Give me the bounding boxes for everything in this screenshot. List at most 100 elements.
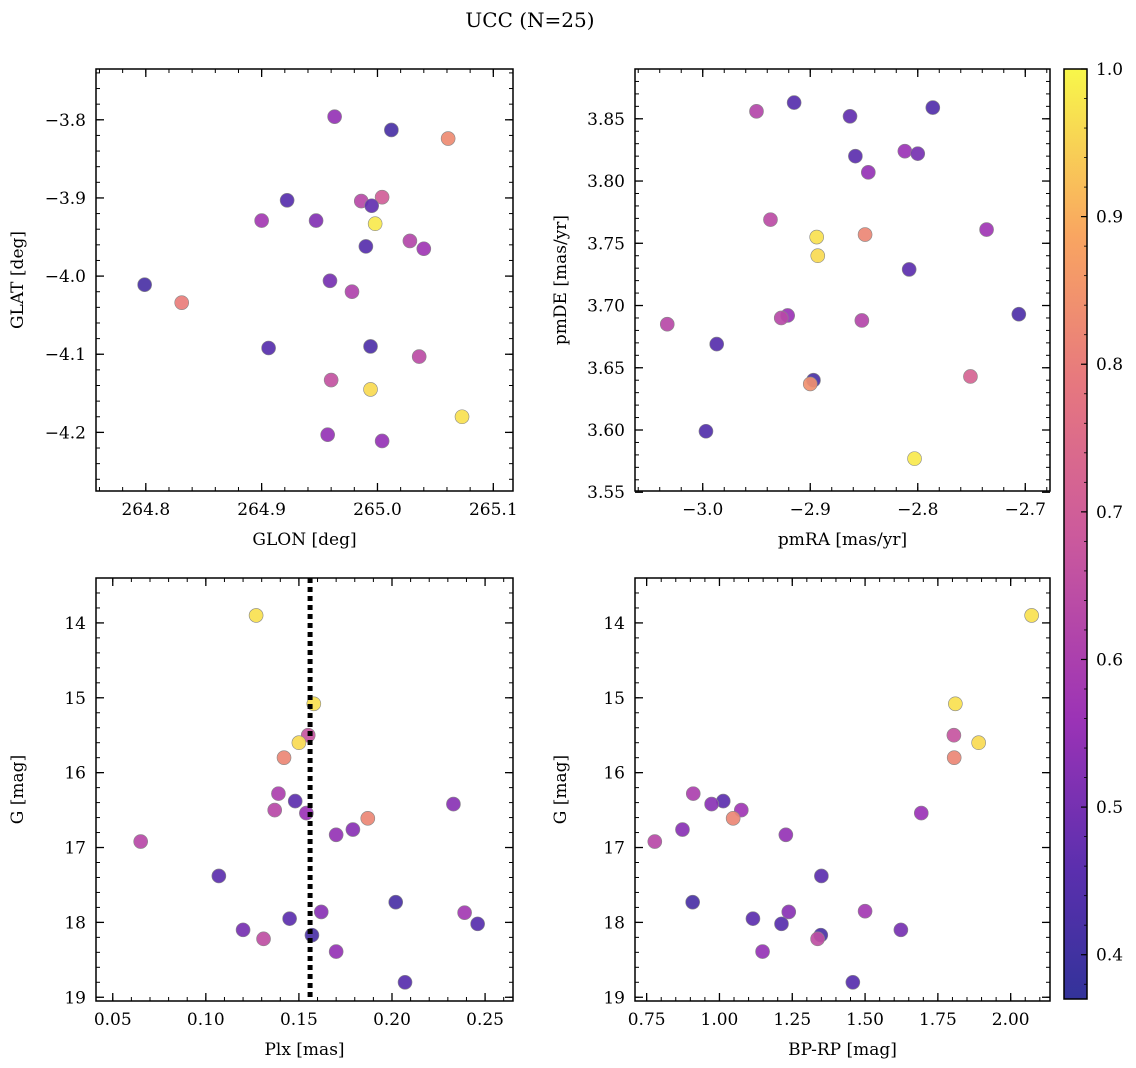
- plot-frame: [634, 577, 1051, 1002]
- x-tick-label: 2.00: [992, 1010, 1030, 1030]
- data-point: [328, 944, 344, 959]
- y-axis-label: G [mag]: [8, 755, 28, 824]
- data-point: [1011, 306, 1027, 322]
- scatter-panel-4: 0.75 1.00 1.25 1.50 1.75 2.00 14 15 16 17 18 19 BP-R…: [551, 577, 1051, 1060]
- data-point: [913, 805, 929, 821]
- data-point: [363, 339, 378, 354]
- data-point: [725, 811, 741, 826]
- x-tick-label: −2.7: [1005, 500, 1046, 520]
- y-tick-label: 17: [603, 839, 625, 859]
- data-point: [848, 148, 863, 164]
- data-point: [416, 241, 432, 257]
- x-tick-label: 0.75: [628, 1010, 666, 1030]
- data-point: [802, 376, 818, 392]
- colorbar-tick-label: 0.7: [1096, 503, 1123, 523]
- data-point: [344, 284, 360, 300]
- y-axis-label: G [mag]: [551, 755, 571, 824]
- y-tick-label: 18: [603, 913, 625, 933]
- data-point: [845, 974, 861, 990]
- data-point: [857, 227, 873, 242]
- data-point: [254, 213, 269, 228]
- plot-frame: [634, 68, 1051, 492]
- data-point: [745, 911, 761, 926]
- data-point: [174, 295, 190, 310]
- x-tick-label: 1.00: [701, 1010, 739, 1030]
- data-point: [364, 198, 379, 214]
- data-point: [749, 104, 764, 119]
- data-point: [704, 796, 719, 812]
- y-tick-label: 3.75: [587, 234, 625, 254]
- data-point: [440, 131, 456, 146]
- colorbar-tick-label: 0.6: [1096, 650, 1123, 670]
- plot-frame: [95, 577, 514, 1002]
- colorbar-tick-label: 1.0: [1096, 60, 1123, 80]
- x-tick-label: −2.8: [897, 500, 938, 520]
- data-point: [133, 834, 148, 849]
- data-point: [659, 316, 675, 332]
- data-point: [861, 165, 876, 180]
- y-tick-label: 15: [603, 689, 625, 709]
- scatter-panel-1: 264.8 264.9 265.0 265.1 −3.8 −3.9 −4.0 −4.1 −4.2…: [8, 68, 518, 550]
- data-point: [907, 451, 922, 466]
- data-point: [323, 372, 339, 388]
- x-tick-label: 0.25: [466, 1010, 504, 1030]
- data-point: [948, 696, 963, 712]
- data-point: [313, 904, 329, 920]
- data-point: [763, 212, 778, 227]
- data-point: [388, 894, 404, 910]
- x-axis-label: Plx [mas]: [264, 1040, 344, 1060]
- data-point: [345, 822, 361, 837]
- y-tick-label: 3.60: [587, 421, 625, 441]
- data-point: [910, 146, 926, 161]
- y-tick-label: 14: [64, 614, 86, 634]
- data-point: [774, 916, 789, 932]
- x-tick-label: 0.10: [187, 1010, 225, 1030]
- data-point: [267, 802, 283, 818]
- data-point: [810, 248, 826, 264]
- data-point: [279, 192, 295, 208]
- y-tick-label: −4.1: [45, 345, 86, 365]
- data-point: [397, 974, 413, 990]
- x-tick-label: 0.20: [373, 1010, 411, 1030]
- data-point: [248, 608, 264, 623]
- x-axis-label: BP-RP [mag]: [788, 1040, 897, 1060]
- data-point: [755, 944, 770, 959]
- x-tick-label: −3.0: [682, 500, 723, 520]
- y-tick-label: 3.85: [587, 110, 625, 130]
- y-tick-label: 16: [603, 764, 625, 784]
- data-point: [320, 427, 335, 443]
- data-point: [857, 903, 873, 919]
- y-tick-label: −4.0: [45, 267, 86, 287]
- x-tick-label: 265.1: [469, 500, 518, 520]
- colorbar-tick-label: 0.8: [1096, 355, 1123, 375]
- data-point: [282, 911, 297, 926]
- figure-title: UCC (N=25): [465, 8, 594, 32]
- data-point: [374, 189, 390, 205]
- data-point: [854, 313, 870, 328]
- data-point: [897, 143, 913, 159]
- x-tick-label: 1.50: [846, 1010, 884, 1030]
- data-point: [901, 262, 917, 277]
- colorbar-gradient: [1063, 68, 1088, 1000]
- y-tick-label: 3.55: [587, 483, 625, 503]
- data-point: [384, 122, 399, 138]
- data-point: [675, 822, 690, 837]
- data-point: [261, 340, 276, 356]
- data-point: [946, 750, 962, 765]
- y-tick-label: 14: [603, 614, 625, 634]
- data-point: [327, 109, 342, 124]
- data-point: [374, 433, 390, 449]
- y-tick-label: 18: [64, 913, 86, 933]
- data-point: [308, 213, 324, 228]
- y-tick-label: −3.9: [45, 189, 86, 209]
- y-axis-label: pmDE [mas/yr]: [551, 215, 571, 345]
- data-point: [773, 310, 789, 326]
- colorbar-tick-label: 0.4: [1096, 946, 1123, 966]
- data-point: [814, 868, 829, 884]
- data-point: [363, 382, 378, 397]
- x-tick-label: −2.9: [790, 500, 831, 520]
- data-point: [137, 277, 152, 292]
- data-point: [963, 369, 978, 384]
- y-axis-label: GLAT [deg]: [8, 231, 28, 329]
